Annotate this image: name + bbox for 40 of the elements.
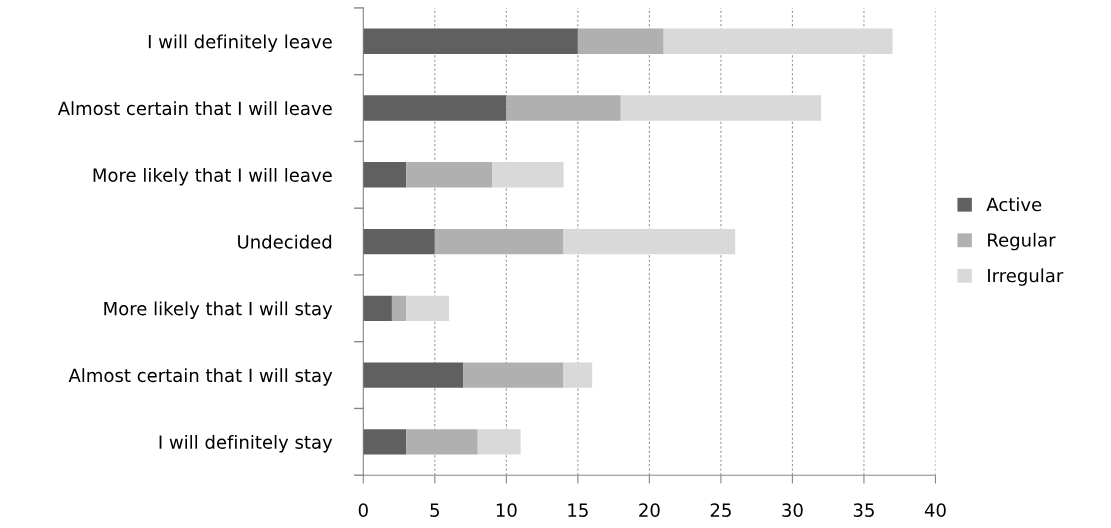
x-tick-label: 10	[496, 503, 517, 517]
y-tick-label: Almost certain that I will stay	[68, 368, 333, 386]
bar	[406, 429, 478, 455]
y-tick-label: I will definitely leave	[148, 34, 332, 52]
bar	[563, 362, 593, 388]
x-tick-label: 35	[853, 503, 874, 517]
bar	[663, 28, 893, 54]
x-tick-label: 5	[430, 503, 439, 517]
y-tick-label: Almost certain that I will leave	[57, 101, 332, 116]
bar	[563, 228, 736, 255]
bar	[363, 228, 435, 255]
bar	[363, 429, 407, 455]
y-tick-label: More likely that I will leave	[93, 167, 332, 186]
bar	[463, 362, 564, 388]
bar	[406, 295, 450, 321]
bar	[477, 429, 521, 455]
bar	[620, 95, 822, 121]
x-tick-label: 0	[358, 503, 368, 517]
bar	[506, 95, 621, 121]
legend-label: Active	[986, 197, 1042, 212]
legend-label: Irregular	[988, 268, 1064, 286]
y-tick-label: I will definitely stay	[159, 434, 333, 453]
bar	[391, 295, 407, 321]
x-tick-label: 40	[924, 503, 946, 517]
bar	[363, 95, 507, 121]
x-tick-label: 25	[710, 503, 731, 517]
bar	[406, 162, 493, 188]
legend-label: Regular	[988, 232, 1056, 251]
y-tick-label: Undecided	[238, 234, 332, 249]
y-tick-label: More likely that I will stay	[104, 301, 333, 319]
bar	[363, 28, 578, 54]
x-tick-label: 30	[782, 503, 803, 517]
bar	[363, 362, 464, 388]
bar	[434, 228, 564, 255]
bar	[363, 162, 407, 188]
bar	[577, 28, 664, 54]
x-tick-label: 15	[568, 503, 588, 517]
bar	[492, 162, 564, 188]
bar	[363, 295, 392, 321]
x-tick-label: 20	[639, 503, 660, 517]
